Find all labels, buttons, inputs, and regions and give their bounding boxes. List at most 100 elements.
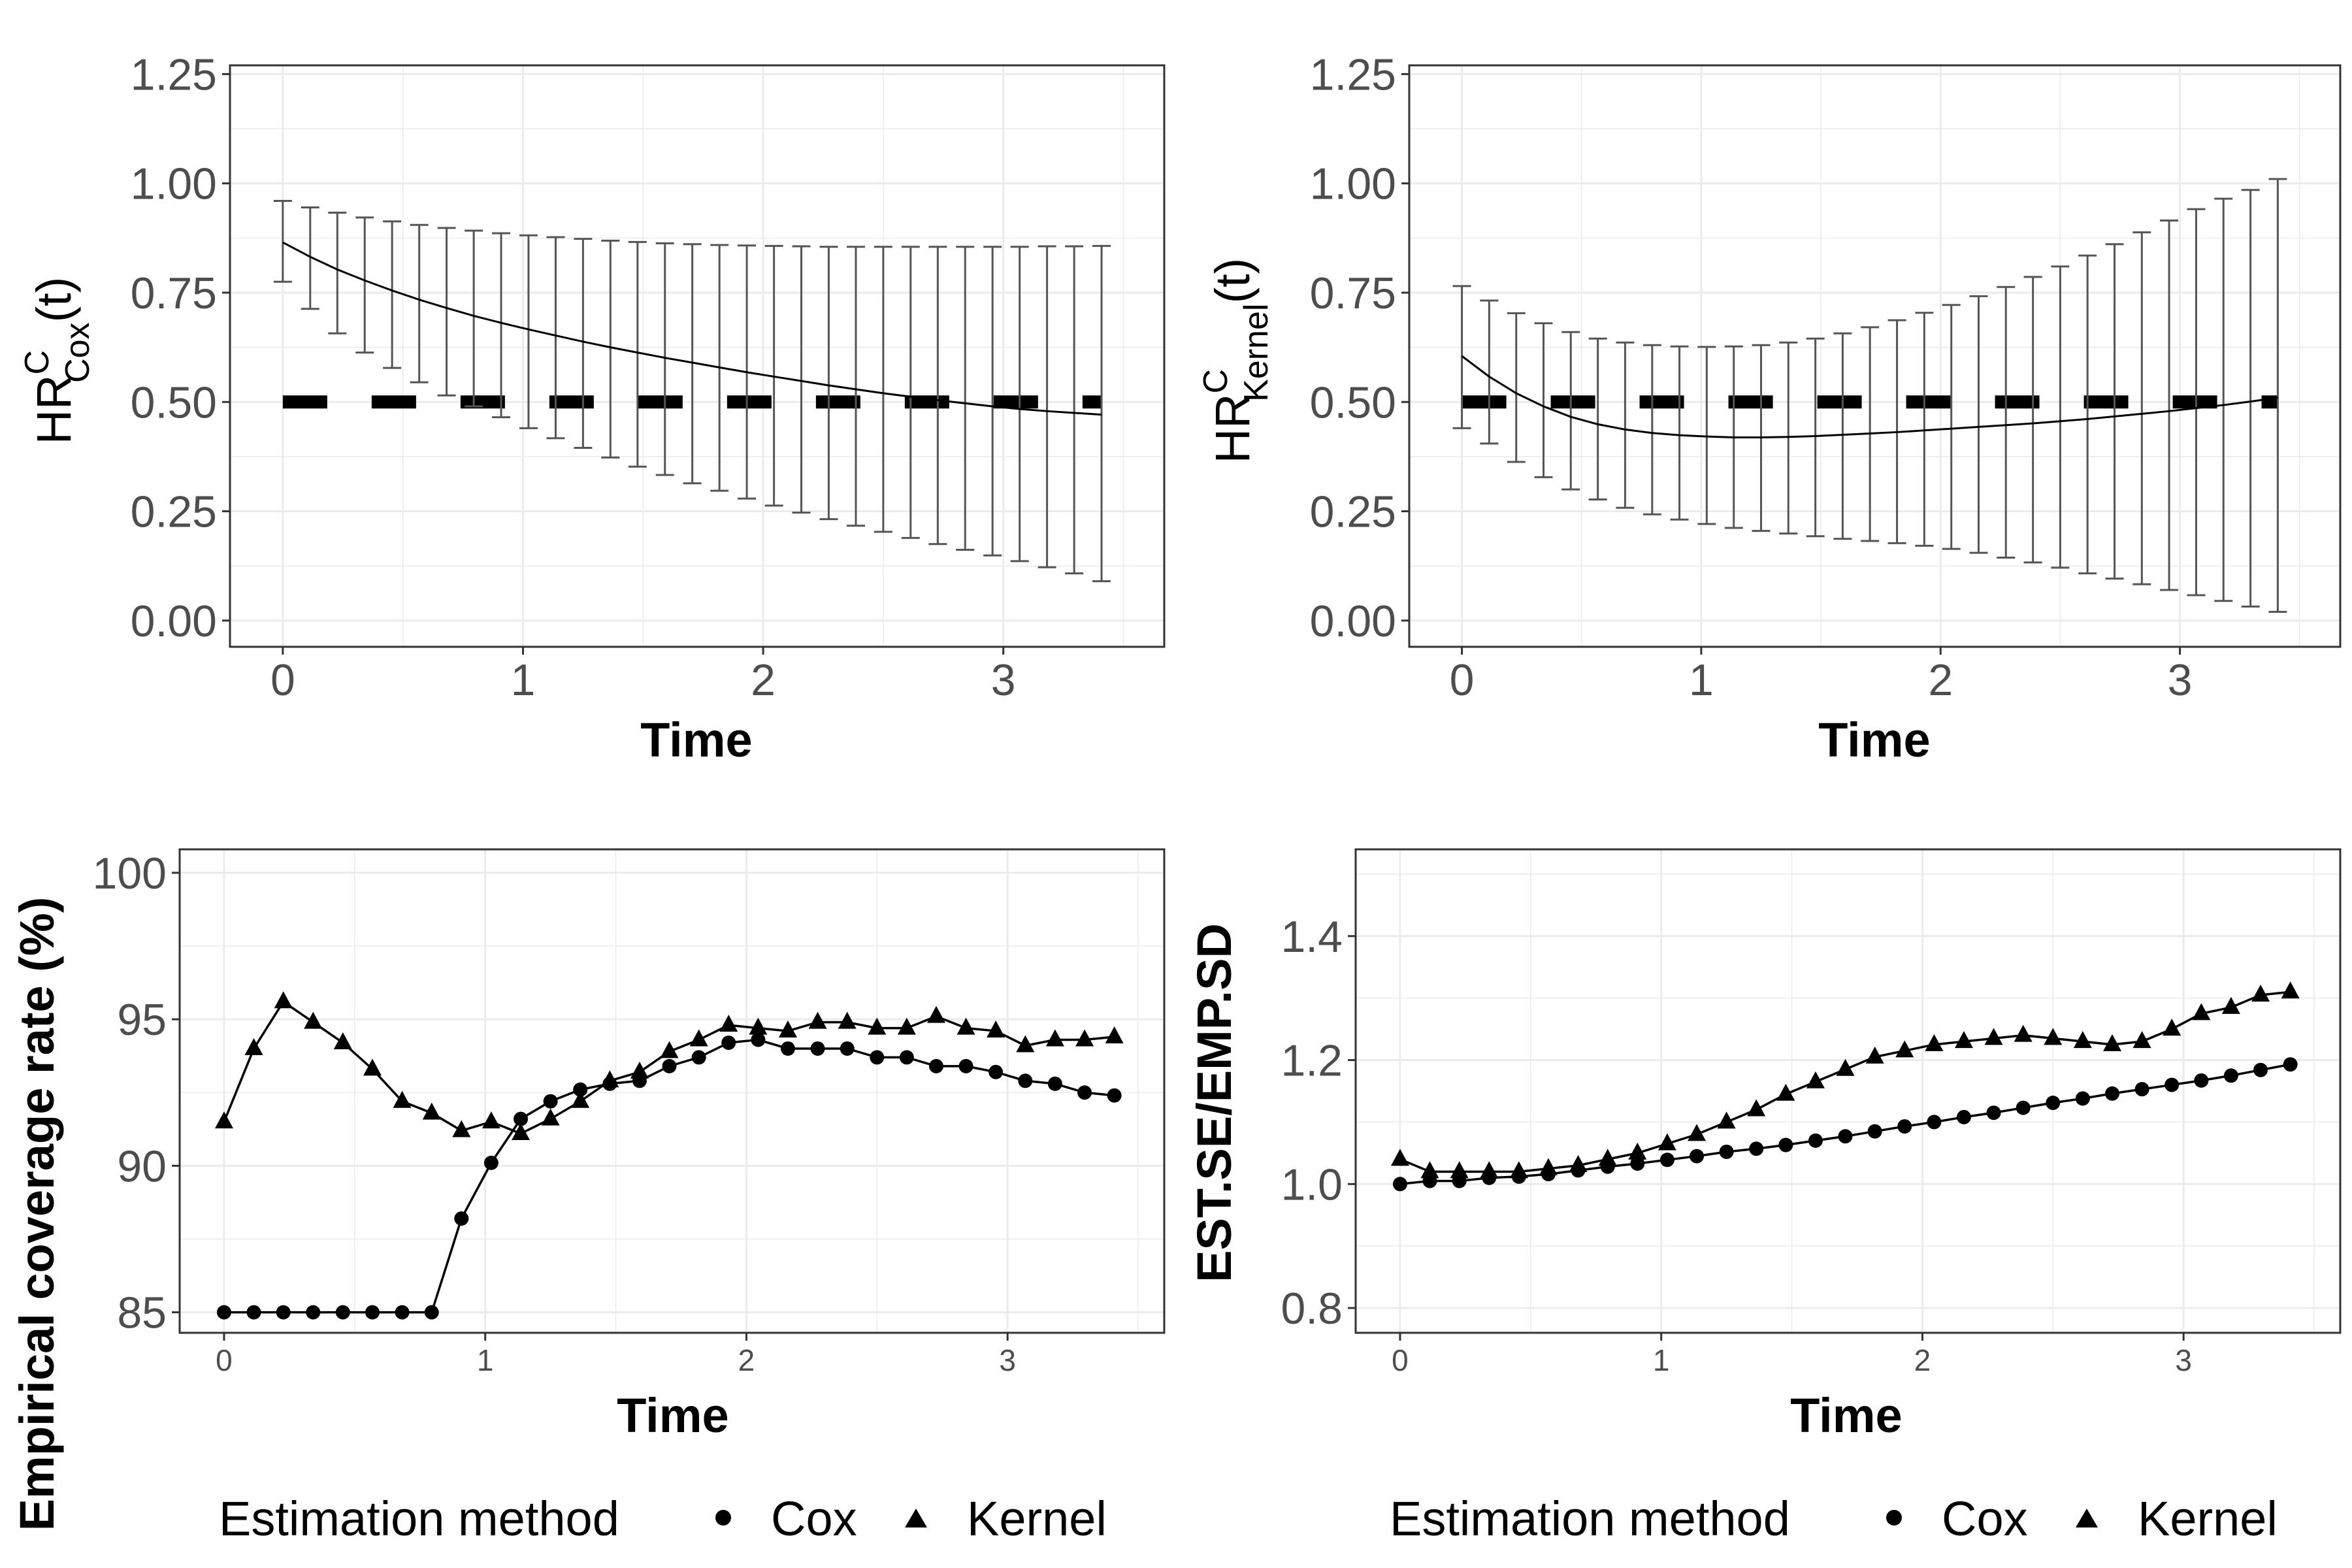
point-cox [2105, 1086, 2120, 1101]
point-cox [2164, 1077, 2180, 1092]
x-tick-label: 0 [216, 1343, 233, 1377]
point-kernel [1688, 1124, 1707, 1141]
axes: 0 1 2 3 0.00 0.25 0.50 0.75 1.00 1.25 [1310, 50, 2193, 705]
panel-hr-cox: 0 1 2 3 0.00 0.25 0.50 0.75 1.00 1.25 Time HRCCox… [18, 50, 1166, 767]
legend-key-circle-icon [715, 1510, 731, 1526]
y-tick-label: 0.75 [131, 269, 217, 318]
panel-coverage-rate: 0 1 2 3 85 90 95 100 Time Empirical coverage ra… [10, 848, 1166, 1531]
point-cox [1018, 1073, 1033, 1088]
y-tick-label: 85 [117, 1288, 167, 1338]
point-cox [1690, 1149, 1705, 1164]
series-line-cox [223, 1038, 1115, 1314]
point-kernel [422, 1102, 441, 1120]
estimate-line [1461, 355, 2278, 438]
point-kernel [274, 991, 293, 1009]
point-kernel [987, 1021, 1005, 1038]
panel-se-ratio: 0 1 2 3 0.8 1.0 1.2 1.4 Time EST.SE/EMP.SD [1187, 848, 2342, 1443]
x-tick-label: 0 [1450, 655, 1475, 705]
point-cox [1778, 1137, 1793, 1152]
x-tick-label: 3 [991, 655, 1016, 705]
x-tick-label: 1 [511, 655, 536, 705]
x-tick-label: 3 [2175, 1343, 2192, 1377]
y-tick-label: 1.2 [1281, 1036, 1343, 1086]
gridlines [230, 65, 1164, 647]
point-kernel [956, 1017, 975, 1035]
point-kernel [2132, 1031, 2151, 1049]
point-cox [721, 1036, 736, 1050]
marks [214, 991, 1124, 1320]
point-cox [1719, 1144, 1734, 1159]
point-cox [1897, 1119, 1912, 1134]
point-cox [1107, 1088, 1122, 1103]
legend-key-triangle-icon [2076, 1509, 2098, 1527]
point-kernel [1865, 1046, 1884, 1064]
point-cox [543, 1094, 558, 1109]
point-cox [454, 1211, 469, 1226]
axes: 0 1 2 3 0.00 0.25 0.50 0.75 1.00 1.25 [131, 50, 1016, 705]
point-cox [2194, 1073, 2209, 1088]
point-kernel [482, 1111, 500, 1129]
series-line-cox [1399, 1063, 2291, 1186]
point-cox [2134, 1082, 2149, 1097]
point-kernel [1925, 1034, 1944, 1051]
point-kernel [1045, 1029, 1064, 1047]
point-kernel [2192, 1003, 2211, 1021]
x-tick-label: 2 [1928, 655, 1953, 705]
legend-label: Cox [771, 1492, 857, 1546]
y-tick-label: 100 [93, 849, 167, 898]
y-tick-label: 0.75 [1310, 269, 1396, 318]
x-tick-label: 2 [738, 1343, 755, 1377]
x-tick-label: 3 [999, 1343, 1016, 1377]
y-axis-title: EST.SE/EMP.SD [1187, 923, 1241, 1282]
point-kernel [2221, 996, 2240, 1014]
gridlines [1409, 65, 2340, 647]
legend-title: Estimation method [1390, 1492, 1790, 1546]
point-cox [1630, 1156, 1645, 1171]
point-kernel [2103, 1034, 2122, 1051]
point-cox [1047, 1076, 1062, 1091]
y-tick-label: 0.50 [131, 378, 217, 427]
point-kernel [2014, 1024, 2033, 1042]
point-cox [988, 1064, 1004, 1079]
point-kernel [808, 1011, 827, 1029]
point-kernel [1895, 1040, 1914, 1058]
series-line-kernel [1399, 990, 2291, 1173]
point-cox [810, 1041, 825, 1056]
point-cox [958, 1058, 973, 1073]
point-kernel [214, 1111, 233, 1129]
y-tick-label: 0.25 [1310, 487, 1396, 537]
x-tick-label: 3 [2168, 655, 2193, 705]
x-axis-title: Time [1790, 1388, 1902, 1443]
point-kernel [571, 1090, 590, 1108]
x-tick-label: 0 [1392, 1343, 1409, 1377]
point-kernel [1984, 1028, 2003, 1045]
y-tick-label: 1.0 [1281, 1160, 1343, 1209]
point-kernel [304, 1011, 323, 1029]
point-cox [424, 1305, 439, 1320]
point-cox [395, 1305, 410, 1320]
point-kernel [333, 1032, 352, 1049]
point-cox [1659, 1152, 1674, 1168]
point-cox [691, 1050, 706, 1065]
point-cox [840, 1041, 855, 1056]
point-kernel [512, 1123, 531, 1141]
legend-title: Estimation method [219, 1492, 619, 1546]
point-kernel [1628, 1142, 1647, 1160]
point-cox [2046, 1096, 2061, 1111]
point-kernel [1480, 1161, 1499, 1179]
panel-border [1408, 64, 2342, 648]
y-tick-label: 0.00 [1310, 596, 1396, 646]
point-kernel [1075, 1029, 1094, 1047]
y-tick-label: 0.25 [131, 487, 217, 537]
axes: 0 1 2 3 85 90 95 100 [93, 849, 1016, 1377]
y-tick-label: 90 [117, 1141, 167, 1191]
x-tick-label: 2 [751, 655, 776, 705]
y-axis-title: Empirical coverage rate (%) [10, 897, 64, 1531]
point-cox [335, 1305, 350, 1320]
marks [1390, 981, 2300, 1192]
x-axis-title: Time [617, 1388, 728, 1443]
y-tick-label: 1.00 [131, 159, 217, 209]
y-tick-label: 1.00 [1310, 159, 1396, 209]
x-tick-label: 1 [477, 1343, 494, 1377]
